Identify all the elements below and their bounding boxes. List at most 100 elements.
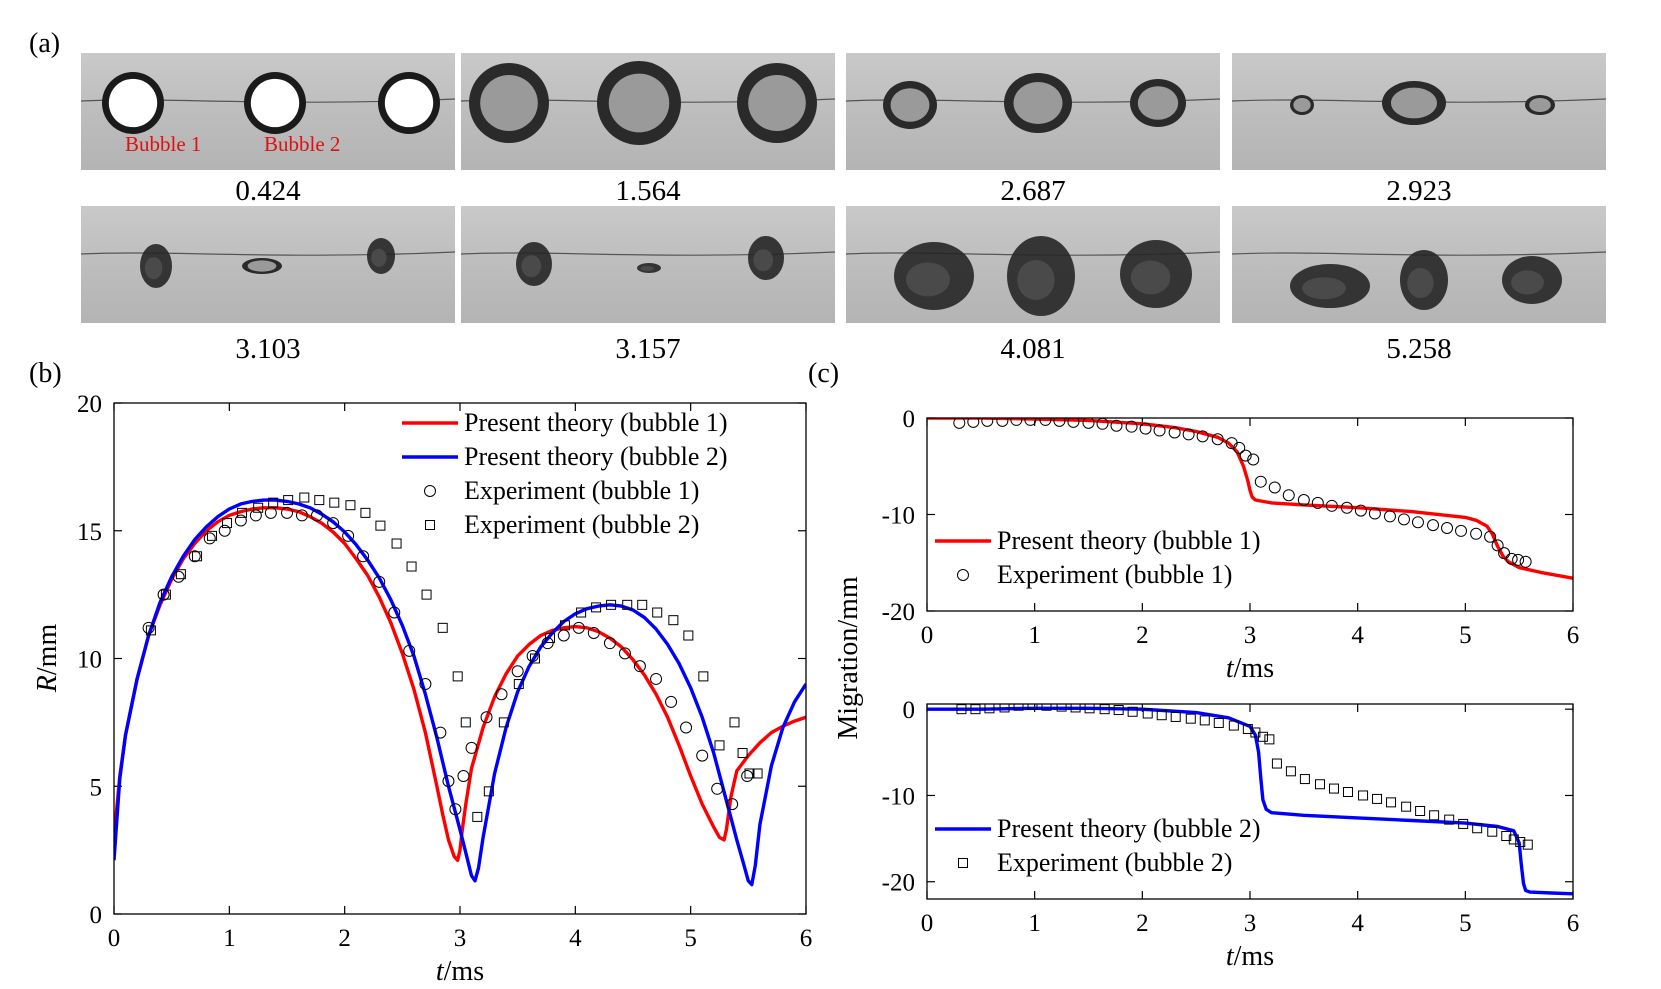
data-point-square — [1386, 797, 1397, 808]
y-axis-label-c: Migration/mm — [833, 576, 864, 740]
data-point-circle — [373, 575, 386, 588]
bubble-texture — [371, 248, 387, 267]
data-point-square — [1242, 724, 1253, 735]
data-point-square — [1358, 790, 1369, 801]
y-axis-label-unit: /mm — [32, 624, 63, 676]
data-point-circle — [741, 770, 754, 783]
data-point-circle — [665, 695, 678, 708]
data-point-square — [1372, 793, 1383, 804]
bubble-texture — [753, 249, 774, 272]
data-point-circle — [1368, 507, 1381, 520]
data-point-circle — [1491, 539, 1504, 552]
data-point-circle — [650, 672, 663, 685]
data-point-square — [360, 507, 371, 518]
data-point-square — [1299, 774, 1310, 785]
time-label: 3.157 — [615, 333, 681, 365]
data-point-square — [1156, 710, 1167, 721]
data-point-square — [513, 679, 524, 690]
time-label: 0.424 — [235, 175, 301, 207]
data-point-circle — [1311, 496, 1324, 509]
bubble-core — [748, 75, 806, 131]
data-point-circle — [1484, 530, 1497, 543]
data-point-square — [622, 599, 633, 610]
x-tick-label: 3 — [1244, 622, 1257, 649]
bubble-core — [247, 260, 277, 272]
panel-label-a: (a) — [29, 28, 61, 59]
data-point-circle — [1268, 481, 1281, 494]
photo-frame — [1232, 206, 1606, 323]
y-tick-label: 0 — [903, 697, 916, 724]
data-point-square — [498, 717, 509, 728]
bubble-texture — [144, 257, 163, 280]
y-axis-label-var: R — [32, 675, 63, 693]
bubble-core — [1137, 86, 1179, 120]
y-tick-label: -20 — [882, 870, 915, 897]
data-point-square — [329, 497, 340, 508]
photo-frame — [1232, 53, 1606, 170]
data-point-square — [714, 740, 725, 751]
legend-label: Present theory (bubble 2) — [464, 442, 728, 471]
y-tick-label: -10 — [882, 783, 915, 810]
fiber-line — [1232, 251, 1606, 256]
y-tick-label: -10 — [882, 503, 915, 530]
axes-frame — [926, 703, 1574, 900]
x-tick-label: 4 — [569, 925, 582, 952]
x-tick-label: 1 — [223, 925, 236, 952]
data-point-square — [283, 495, 294, 506]
data-point-square — [391, 538, 402, 549]
legend-label: Experiment (bubble 1) — [464, 476, 699, 505]
data-point-square — [1228, 720, 1239, 731]
data-point-circle — [327, 517, 340, 530]
bubble-texture — [1511, 270, 1544, 295]
x-tick-label: 4 — [1351, 910, 1364, 937]
data-point-circle — [696, 749, 709, 762]
data-point-circle — [172, 570, 185, 583]
data-point-square — [668, 615, 679, 626]
data-point-circle — [295, 509, 308, 522]
data-point-square — [472, 811, 483, 822]
data-point-square — [529, 653, 540, 664]
data-point-square — [1084, 704, 1095, 714]
data-point-square — [1213, 717, 1224, 728]
data-point-square — [345, 500, 356, 511]
data-point-square — [1515, 837, 1526, 848]
data-point-square — [956, 704, 967, 715]
x-tick-label: 2 — [1136, 910, 1149, 937]
bubble-core — [108, 78, 158, 128]
data-point-square — [268, 497, 279, 508]
data-point-circle — [419, 678, 432, 691]
x-tick-label: 1 — [1028, 622, 1041, 649]
data-point-square — [1013, 704, 1024, 711]
data-point-circle — [572, 621, 585, 634]
data-point-square — [576, 607, 587, 618]
data-point-square — [752, 768, 763, 779]
series-line — [114, 506, 806, 862]
data-point-square — [222, 518, 233, 529]
data-point-circle — [1325, 499, 1338, 512]
data-point-circle — [1512, 553, 1525, 566]
bubble-core — [1293, 98, 1311, 112]
data-point-circle — [587, 626, 600, 639]
data-point-circle — [953, 418, 966, 429]
data-point-square — [406, 561, 417, 572]
data-point-circle — [511, 665, 524, 678]
data-point-circle — [557, 629, 570, 642]
legend-marker-circle — [957, 569, 969, 581]
data-point-circle — [981, 418, 994, 427]
data-point-square — [970, 704, 981, 715]
data-point-circle — [711, 782, 724, 795]
data-point-circle — [1239, 449, 1252, 462]
data-point-circle — [281, 506, 293, 519]
x-axis-label-unit: /ms — [444, 956, 484, 987]
series-line — [927, 418, 1573, 580]
x-tick-label: 5 — [684, 925, 697, 952]
data-point-circle — [1254, 475, 1267, 488]
data-point-circle — [1039, 418, 1052, 426]
data-point-circle — [526, 649, 539, 662]
data-point-circle — [967, 418, 980, 428]
plot-area — [114, 492, 806, 887]
data-point-circle — [310, 509, 323, 522]
legend-marker-circle — [424, 485, 436, 497]
y-axis-label-b: R/mm — [32, 624, 63, 694]
data-point-circle — [1354, 504, 1367, 517]
